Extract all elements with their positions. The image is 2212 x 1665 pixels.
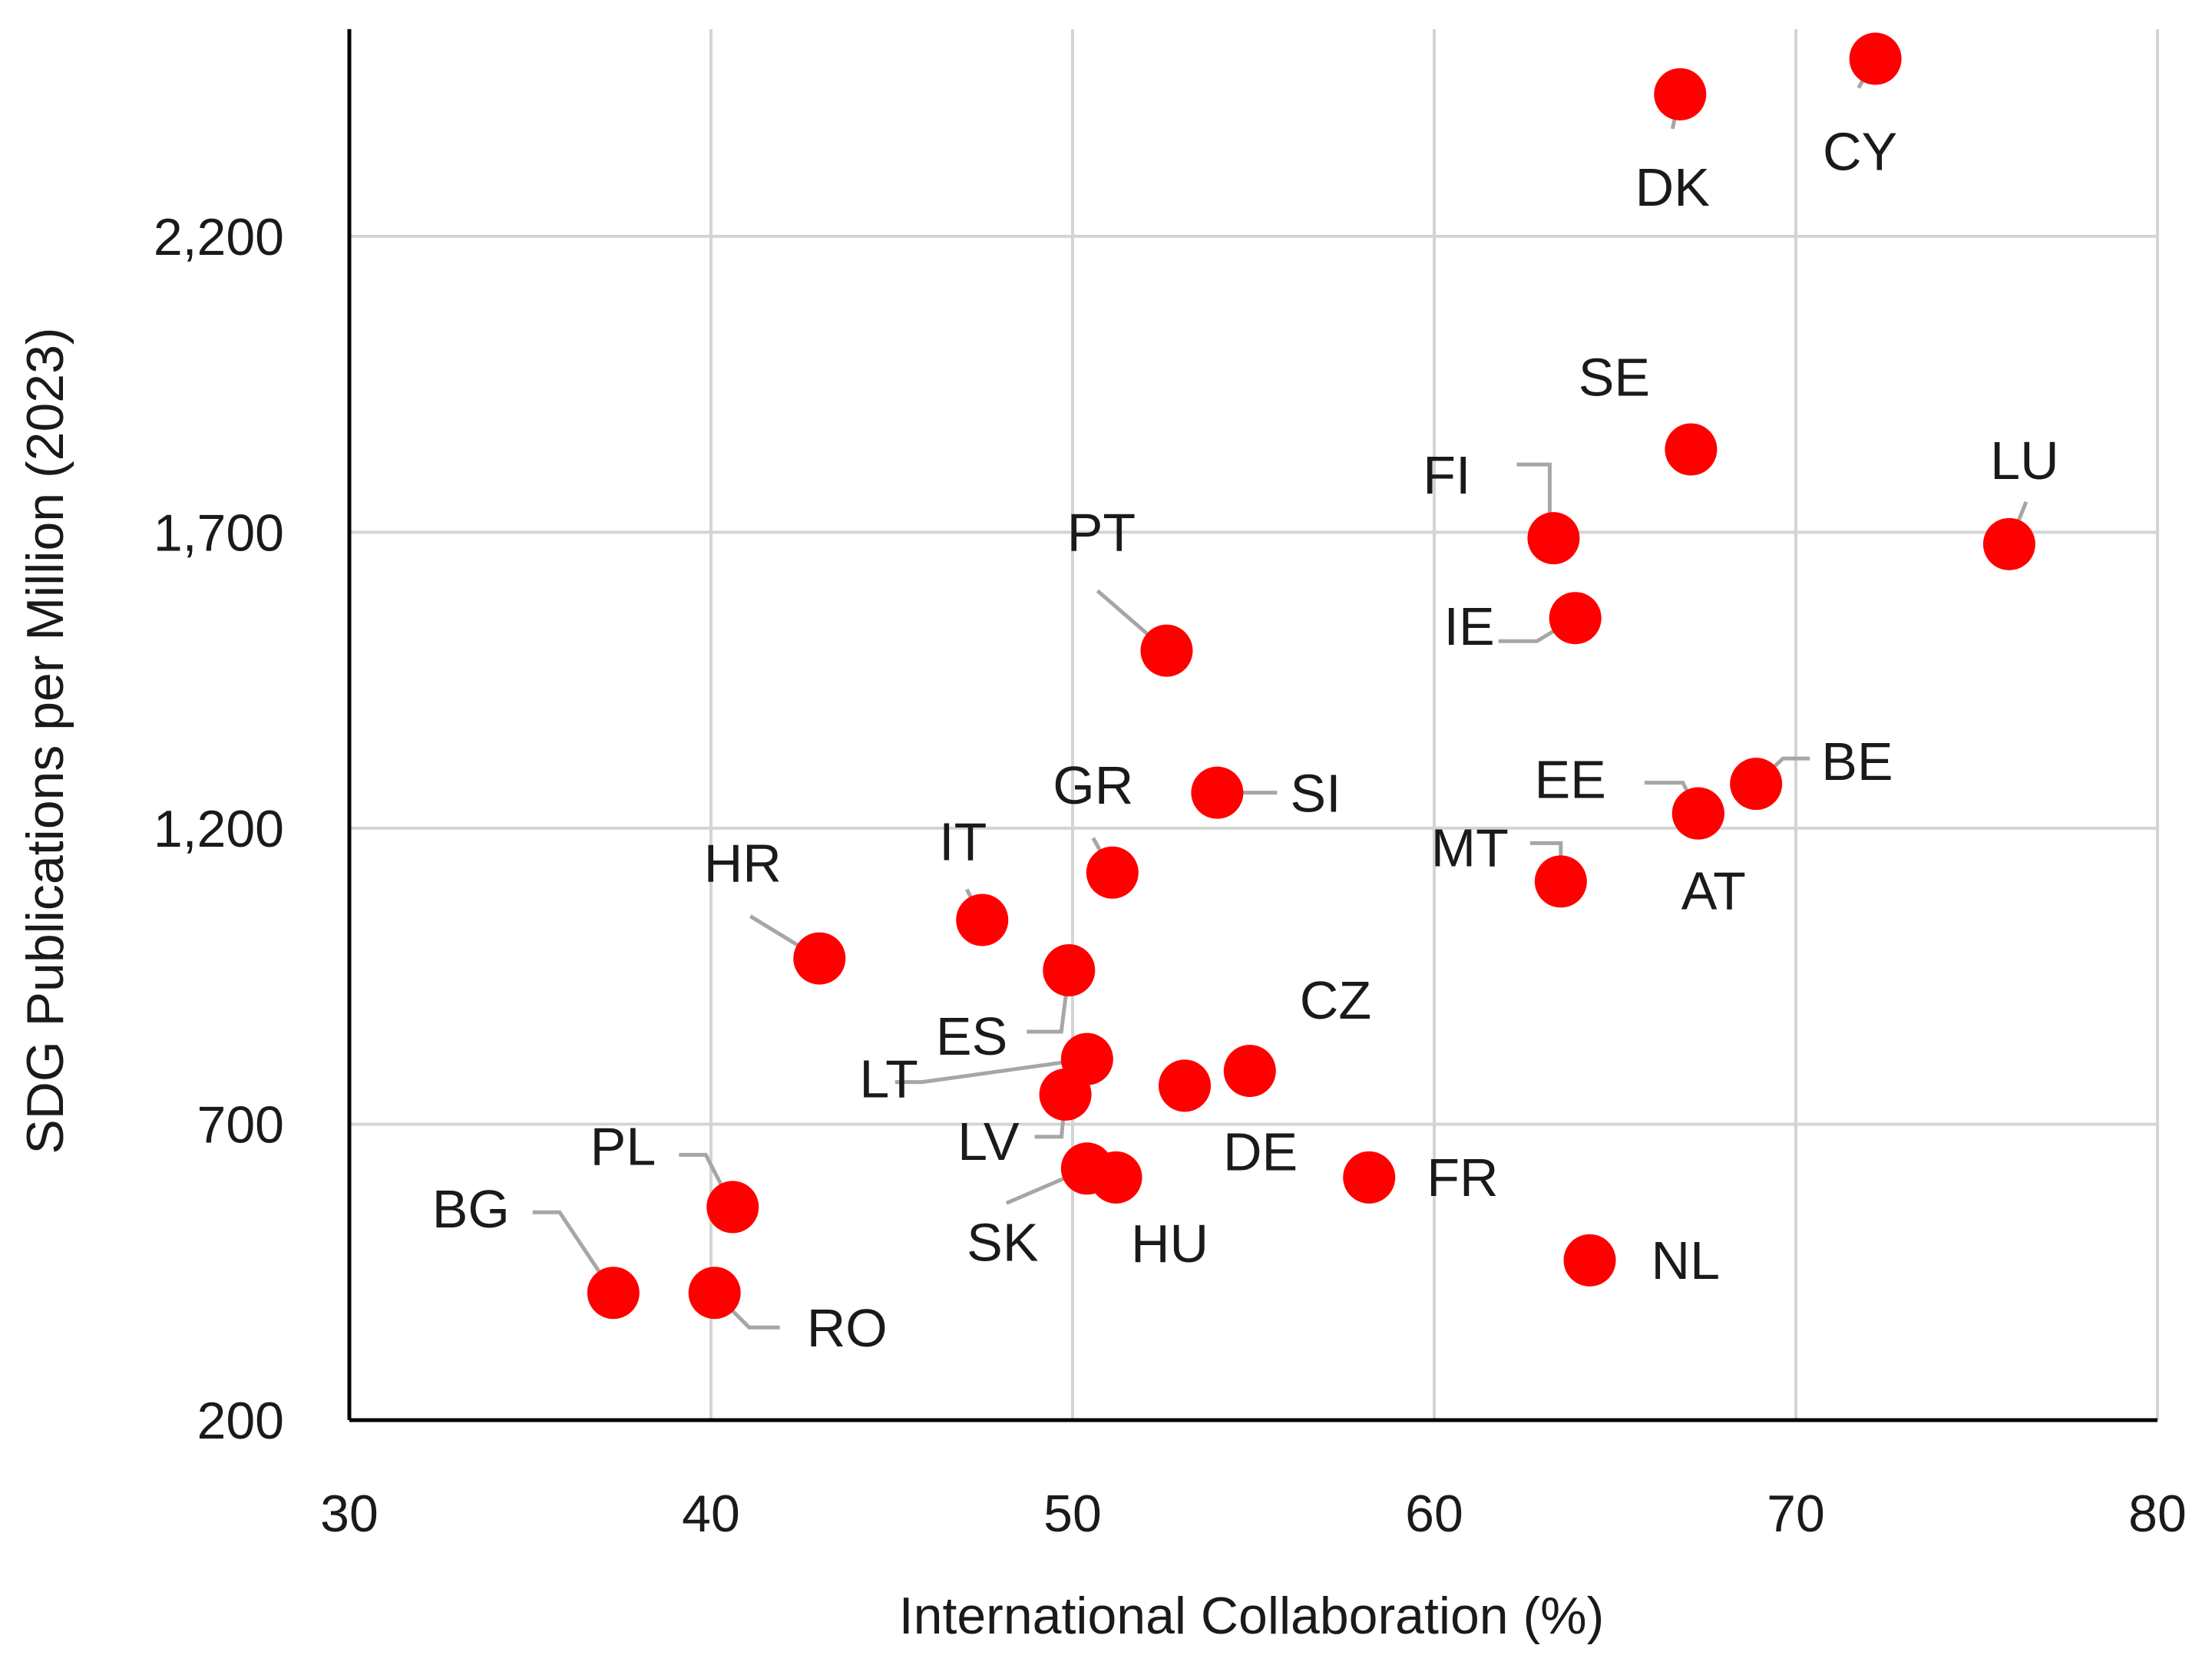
data-point-cz [1223,1045,1276,1098]
point-label-sk: SK [967,1212,1038,1272]
data-point-ie [1549,592,1602,645]
data-point-at [1671,787,1724,840]
data-point-si [1191,766,1244,819]
data-point-bg [587,1267,640,1320]
y-tick-label: 1,700 [154,504,284,562]
point-label-lt: LT [859,1049,918,1109]
tick-labels: 30 40 50 60 70 80 200 700 1,200 1,700 2,200 [154,208,2187,1543]
x-tick-label: 50 [1043,1485,1102,1543]
point-label-lv: LV [957,1112,1020,1171]
point-label-mt: MT [1431,818,1509,877]
data-points [587,32,2035,1320]
point-label-hu: HU [1131,1214,1208,1274]
y-axis-label: SDG Publications per Million (2023) [16,327,74,1154]
y-tick-label: 200 [197,1392,284,1450]
x-axis-label: International Collaboration (%) [899,1587,1605,1645]
point-label-cy: CY [1823,122,1897,182]
point-label-nl: NL [1652,1231,1720,1290]
data-point-fi [1527,512,1580,565]
leader-line [532,1210,615,1294]
data-point-dk [1654,68,1707,121]
point-label-be: BE [1821,732,1893,791]
point-label-de: DE [1223,1122,1298,1181]
point-label-pl: PL [590,1116,656,1176]
point-label-hr: HR [704,834,782,894]
point-label-se: SE [1579,347,1650,407]
point-label-ro: RO [807,1298,888,1358]
leader-line [894,1057,1088,1085]
point-label-ee: EE [1534,750,1605,810]
data-point-gr [1086,846,1139,899]
data-point-pt [1140,624,1193,677]
point-label-ie: IE [1444,596,1495,656]
point-label-si: SI [1290,764,1341,824]
point-label-bg: BG [432,1179,510,1239]
x-tick-label: 40 [682,1485,740,1543]
data-point-nl [1563,1234,1616,1287]
data-point-be [1730,758,1783,811]
point-label-es: ES [936,1006,1007,1066]
data-point-fr [1343,1151,1396,1204]
data-point-lu [1982,517,2035,570]
data-point-se [1665,423,1718,476]
point-label-dk: DK [1635,157,1710,217]
point-label-gr: GR [1053,755,1133,815]
data-point-hr [793,932,846,985]
point-labels: CY DK SE FI LU IE PT BE SI EE AT GR MT IT HR ES LT CZ DE LV… [432,122,2059,1359]
y-tick-label: 2,200 [154,208,284,266]
point-label-pt: PT [1067,503,1136,563]
y-tick-label: 1,200 [154,800,284,858]
x-tick-label: 60 [1405,1485,1463,1543]
point-label-fi: FI [1423,445,1470,505]
y-tick-label: 700 [197,1095,284,1154]
data-point-it [956,894,1009,946]
axes [347,29,2157,1422]
point-label-lu: LU [1990,431,2058,491]
point-label-it: IT [939,811,987,871]
data-point-hu [1089,1151,1142,1204]
data-point-mt [1534,855,1587,908]
data-point-cy [1849,32,1902,85]
point-label-fr: FR [1427,1148,1498,1207]
data-point-de [1159,1059,1212,1112]
grid-lines [349,29,2159,1420]
data-point-pl [706,1181,759,1234]
data-point-es [1043,943,1096,996]
x-tick-label: 30 [320,1485,379,1543]
x-tick-label: 70 [1767,1485,1825,1543]
x-tick-label: 80 [2128,1485,2187,1543]
point-label-cz: CZ [1300,970,1371,1030]
point-label-at: AT [1681,861,1746,921]
data-point-ro [688,1267,741,1320]
data-point-lv [1039,1068,1092,1121]
